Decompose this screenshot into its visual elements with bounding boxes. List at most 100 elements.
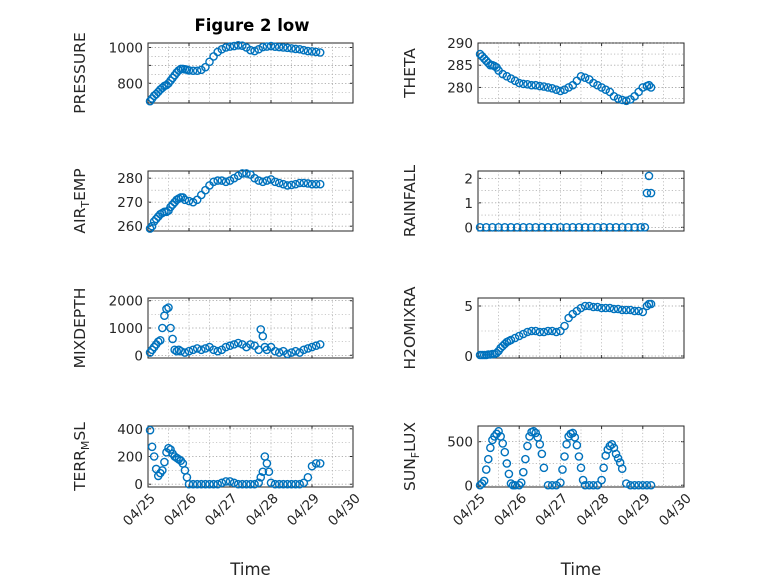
x-axis-label: Time	[229, 560, 270, 579]
data-point	[568, 428, 578, 438]
data-point	[221, 477, 231, 486]
data-point	[295, 479, 305, 489]
axes-sun-flux: 0 500 SUNFLUX 04/25 04/26 04/27 04/28 04/29 04/3…	[401, 422, 695, 579]
data-point	[486, 443, 495, 453]
data-point	[531, 326, 540, 336]
data-point	[233, 338, 243, 348]
data-point	[531, 428, 540, 438]
data-point	[233, 479, 243, 489]
data-point	[510, 76, 520, 86]
data-point	[609, 92, 619, 101]
data-point	[605, 223, 615, 232]
data-point	[547, 326, 557, 336]
data-point	[155, 335, 165, 345]
data-point	[626, 305, 635, 315]
data-point	[188, 479, 198, 489]
data-point	[543, 83, 553, 92]
y-tick-label: 0	[134, 348, 143, 364]
data-point	[303, 344, 313, 353]
data-point	[192, 344, 202, 353]
x-tick-label: 04/26	[491, 491, 530, 530]
data-point	[242, 169, 251, 178]
y-tick-label: 0	[464, 349, 473, 365]
data-point	[278, 179, 288, 189]
data-point	[217, 478, 227, 488]
data-point	[580, 480, 590, 490]
data-point	[580, 73, 590, 82]
data-point	[166, 445, 175, 454]
y-axis-label: SUNFLUX	[401, 422, 422, 491]
axes-h2omixra: 0 5 H2OMIXRA	[401, 286, 685, 370]
data-point	[221, 177, 231, 187]
data-point	[315, 179, 325, 189]
data-point	[311, 179, 321, 189]
x-tick-label: 04/28	[243, 491, 282, 530]
data-point	[209, 479, 218, 489]
data-point	[246, 340, 255, 349]
data-point	[543, 326, 553, 336]
data-point	[256, 472, 266, 482]
x-tick-label: 04/29	[284, 491, 323, 530]
data-point	[506, 479, 516, 488]
data-point	[535, 81, 545, 91]
data-point	[593, 223, 602, 232]
data-point	[498, 69, 508, 79]
data-point	[537, 449, 547, 459]
y-tick-label: 1	[464, 196, 473, 212]
data-point	[642, 301, 652, 311]
x-tick-label: 04/26	[161, 491, 200, 530]
data-point	[178, 193, 188, 202]
data-point	[283, 43, 292, 53]
data-point	[556, 86, 565, 96]
data-point	[274, 348, 284, 357]
y-axis-label: MIXDEPTH	[71, 288, 89, 369]
data-point	[578, 475, 588, 485]
data-point	[593, 480, 602, 490]
data-point	[494, 223, 503, 232]
data-point	[209, 345, 218, 355]
data-point	[624, 223, 633, 232]
data-point	[299, 178, 309, 188]
data-point	[543, 223, 553, 232]
data-point	[221, 342, 231, 352]
y-tick-label: 2000	[109, 294, 143, 310]
data-point	[502, 459, 512, 468]
data-point	[307, 342, 317, 352]
data-point	[580, 223, 590, 232]
data-point	[162, 304, 171, 314]
data-point	[237, 41, 247, 50]
y-axis-label: H2OMIXRA	[401, 286, 419, 369]
data-point	[549, 223, 559, 232]
data-point	[225, 341, 235, 351]
x-tick-label: 04/27	[202, 491, 241, 530]
data-point	[237, 169, 247, 178]
data-point	[479, 476, 489, 486]
data-point	[500, 223, 510, 232]
data-point	[525, 432, 534, 441]
data-point	[634, 480, 643, 490]
data-point	[597, 303, 606, 313]
data-point	[315, 48, 325, 57]
y-tick-label: 0	[134, 477, 143, 493]
y-tick-label: 200	[117, 450, 143, 466]
data-point	[580, 301, 590, 311]
data-point	[613, 453, 623, 463]
data-point	[597, 83, 606, 92]
data-point	[646, 188, 656, 198]
data-point	[287, 180, 296, 190]
data-point	[642, 480, 652, 490]
data-point	[500, 447, 510, 457]
data-point	[274, 42, 284, 52]
data-point	[560, 85, 569, 94]
data-point	[303, 46, 313, 56]
data-point	[622, 479, 631, 488]
data-point	[274, 479, 284, 489]
data-point	[184, 479, 194, 489]
data-point	[576, 303, 586, 313]
x-tick-label: 04/25	[120, 491, 159, 530]
y-tick-label: 2	[464, 171, 473, 187]
data-point	[145, 425, 155, 435]
y-axis-label: THETA	[401, 48, 419, 99]
data-point	[644, 171, 654, 181]
